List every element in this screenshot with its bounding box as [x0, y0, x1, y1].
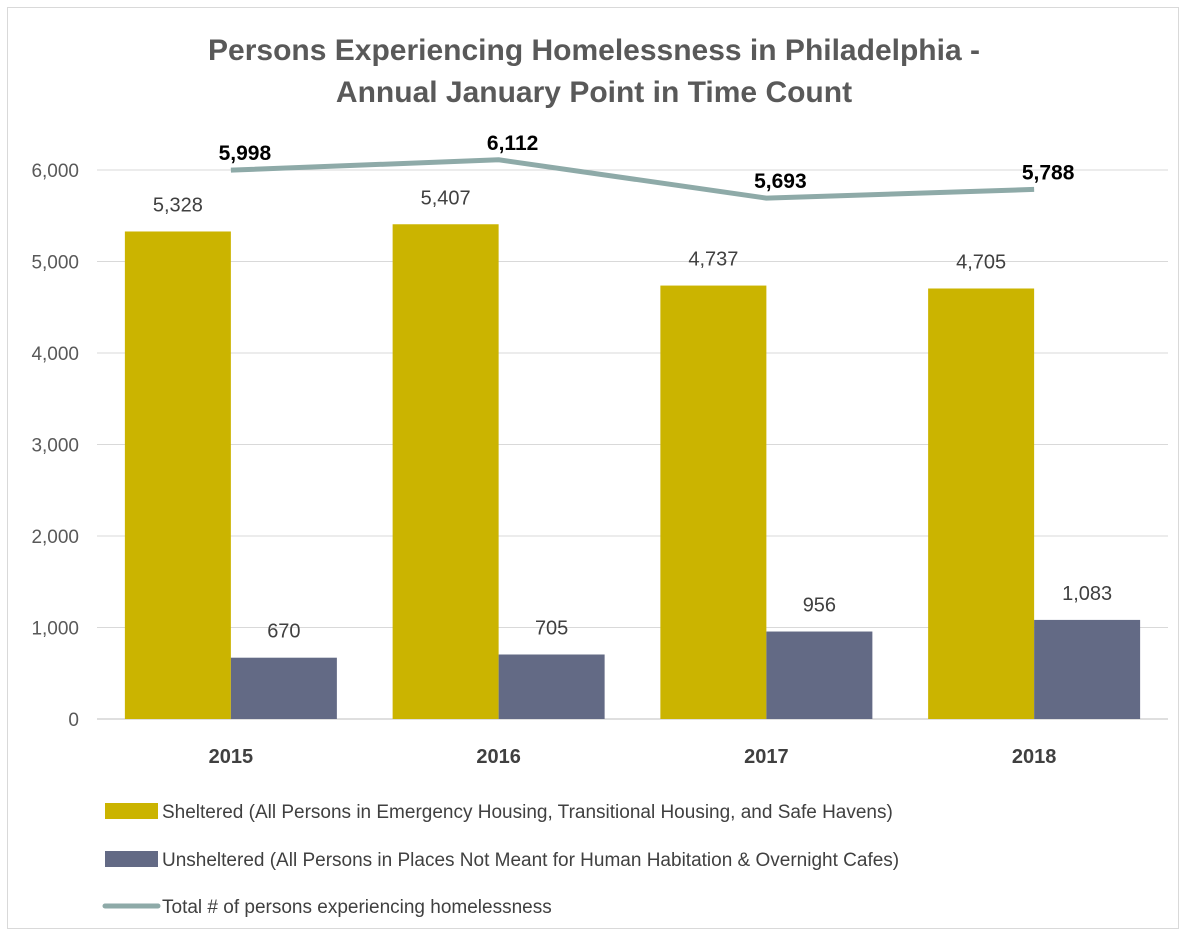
- y-tick-label: 5,000: [31, 253, 79, 274]
- sheltered-value-label: 4,737: [688, 249, 738, 271]
- legend-label: Sheltered (All Persons in Emergency Hous…: [162, 802, 893, 823]
- unsheltered-value-label: 705: [535, 617, 568, 639]
- legend-label: Total # of persons experiencing homeless…: [162, 897, 552, 918]
- unsheltered-bar-2016: [498, 654, 605, 719]
- total-value-label: 5,998: [219, 142, 272, 165]
- unsheltered-bar-2018: [1034, 619, 1141, 719]
- sheltered-bar-2015: [124, 231, 231, 719]
- y-tick-label: 4,000: [31, 344, 79, 365]
- sheltered-bar-2018: [928, 288, 1035, 719]
- sheltered-bar-2016: [392, 224, 499, 719]
- sheltered-value-label: 5,328: [153, 194, 203, 216]
- sheltered-bar-2017: [660, 285, 767, 719]
- unsheltered-value-label: 956: [803, 595, 836, 617]
- y-tick-label: 1,000: [31, 619, 79, 640]
- total-value-label: 5,693: [754, 170, 807, 193]
- total-value-label: 6,112: [487, 132, 538, 155]
- x-tick-label: 2017: [744, 746, 789, 768]
- chart-title-line-2: Annual January Point in Time Count: [336, 76, 852, 109]
- unsheltered-bar-2017: [766, 631, 873, 719]
- chart-title-line-1: Persons Experiencing Homelessness in Phi…: [208, 34, 980, 67]
- legend: Sheltered (All Persons in Emergency Hous…: [102, 802, 899, 918]
- x-tick-label: 2016: [476, 746, 521, 768]
- legend-label: Unsheltered (All Persons in Places Not M…: [162, 850, 899, 871]
- total-value-label: 5,788: [1022, 161, 1075, 184]
- chart-title: Persons Experiencing Homelessness in Phi…: [208, 34, 980, 109]
- legend-swatch: [105, 803, 158, 819]
- x-tick-label: 2018: [1012, 746, 1057, 768]
- legend-swatch: [105, 851, 158, 867]
- line-labels: 5,998 6,112 5,693 5,788: [219, 132, 1075, 193]
- y-tick-label: 3,000: [31, 436, 79, 457]
- sheltered-value-label: 5,407: [421, 187, 471, 209]
- y-tick-label: 0: [68, 710, 79, 731]
- y-axis-ticks: 0 1,000 2,000 3,000 4,000 5,000 6,000: [31, 161, 79, 731]
- total-line: [230, 157, 1035, 201]
- y-tick-label: 6,000: [31, 161, 79, 182]
- unsheltered-bar-2015: [230, 657, 337, 719]
- x-axis-ticks: 2015 2016 2017 2018: [209, 746, 1057, 768]
- unsheltered-value-label: 1,083: [1062, 583, 1112, 605]
- unsheltered-value-label: 670: [267, 621, 300, 643]
- bars: [124, 224, 1141, 719]
- total-line-path: [230, 157, 1035, 201]
- y-tick-label: 2,000: [31, 527, 79, 548]
- sheltered-value-label: 4,705: [956, 251, 1006, 273]
- bar-labels: 5,328 5,407 4,737 4,705 670 705 956 1,083: [153, 187, 1112, 642]
- x-tick-label: 2015: [209, 746, 254, 768]
